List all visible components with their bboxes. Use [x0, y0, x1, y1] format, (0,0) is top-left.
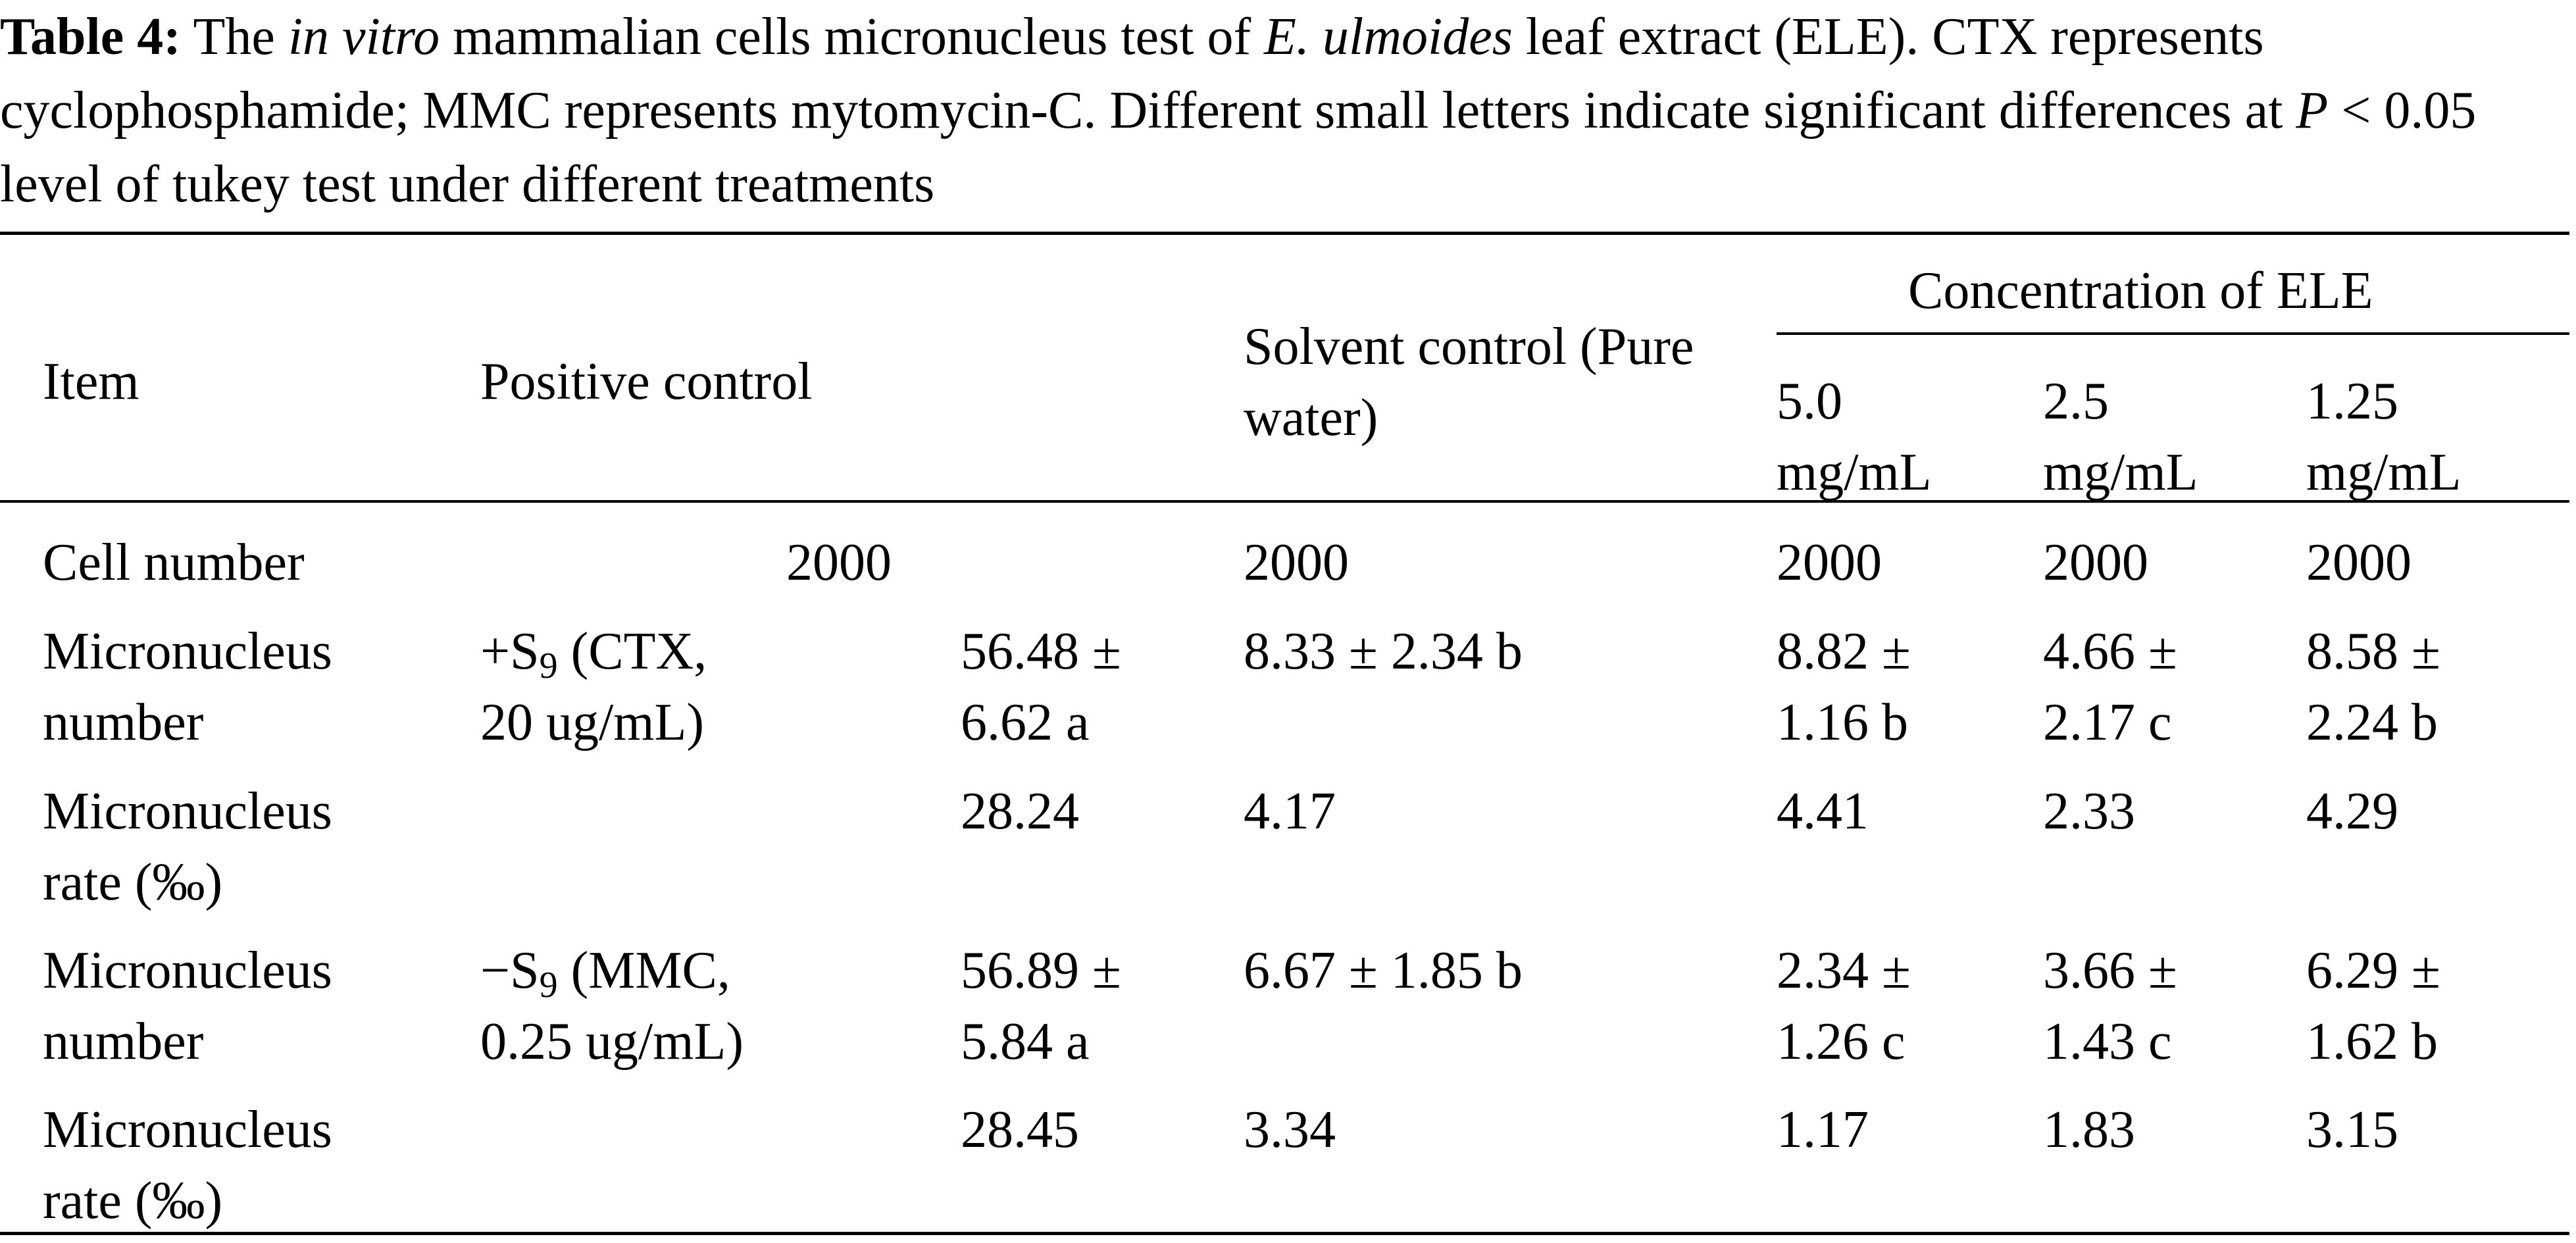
header-solvent-control-line2: water): [1244, 382, 1378, 454]
header-solvent-control-line1: Solvent control (Pure: [1244, 311, 1694, 383]
row-cell-number-c1: 2000: [1777, 526, 1882, 599]
caption-label: Table 4:: [0, 8, 181, 66]
header-concentration-group: Concentration of ELE: [1908, 255, 2373, 327]
row-mn-rate-s9plus-c1: 4.41: [1777, 775, 1869, 848]
treatment-s9plus-prefix: +S: [480, 622, 540, 680]
row-mn-rate-s9plus-positive: 28.24: [961, 775, 1079, 848]
header-conc-2-5-line1: 2.5: [2043, 365, 2109, 438]
row-mn-rate-s9plus-item-line1: Micronucleus: [43, 775, 332, 848]
caption-text-2: mammalian cells micronucleus test of: [440, 8, 1264, 66]
caption-text-1: The: [181, 8, 288, 66]
row-mn-rate-s9minus-item-line1: Micronucleus: [43, 1094, 332, 1166]
row-mn-number-s9minus-c2-line1: 3.66 ±: [2043, 934, 2177, 1007]
row-mn-number-s9plus-solvent: 8.33 ± 2.34 b: [1244, 615, 1523, 688]
header-conc-2-5-line2: mg/mL: [2043, 436, 2198, 509]
row-cell-number-c3: 2000: [2306, 526, 2412, 599]
header-conc-5-line1: 5.0: [1777, 365, 1842, 438]
row-mn-number-s9plus-item-line2: number: [43, 686, 203, 759]
row-mn-number-s9minus-item-line1: Micronucleus: [43, 934, 332, 1007]
row-mn-rate-s9minus-c1: 1.17: [1777, 1094, 1869, 1166]
row-cell-number-solvent: 2000: [1244, 526, 1349, 599]
row-mn-number-s9plus-c3-line2: 2.24 b: [2306, 686, 2438, 759]
row-mn-number-s9plus-c2-line1: 4.66 ±: [2043, 615, 2177, 688]
row-cell-number-positive: 2000: [786, 526, 892, 599]
row-mn-number-s9plus-treatment-line1: +S9 (CTX,: [480, 615, 707, 688]
row-cell-number-c2: 2000: [2043, 526, 2148, 599]
concentration-group-rule: [1777, 332, 2569, 335]
row-mn-number-s9minus-positive-line2: 5.84 a: [961, 1005, 1090, 1078]
caption-italic-2: E. ulmoides: [1264, 8, 1513, 66]
row-mn-number-s9minus-solvent: 6.67 ± 1.85 b: [1244, 934, 1523, 1007]
row-mn-number-s9plus-c2-line2: 2.17 c: [2043, 686, 2172, 759]
row-mn-number-s9minus-item-line2: number: [43, 1005, 203, 1078]
row-cell-number-item: Cell number: [43, 526, 305, 599]
caption-italic-3: P: [2296, 82, 2328, 140]
row-mn-rate-s9minus-solvent: 3.34: [1244, 1094, 1336, 1166]
treatment-s9minus-rest: (MMC,: [558, 942, 730, 1000]
row-mn-number-s9minus-treatment-line1: −S9 (MMC,: [480, 934, 730, 1007]
header-item: Item: [43, 345, 139, 418]
treatment-s9minus-sub: 9: [540, 965, 558, 1005]
row-mn-rate-s9plus-c3: 4.29: [2306, 775, 2398, 848]
row-mn-number-s9minus-c2-line2: 1.43 c: [2043, 1005, 2172, 1078]
row-mn-number-s9plus-positive-line1: 56.48 ±: [961, 615, 1121, 688]
row-mn-number-s9minus-c1-line1: 2.34 ±: [1777, 934, 1911, 1007]
row-mn-number-s9plus-item-line1: Micronucleus: [43, 615, 332, 688]
row-mn-number-s9minus-c3-line1: 6.29 ±: [2306, 934, 2440, 1007]
treatment-s9plus-rest: (CTX,: [558, 622, 707, 680]
table-top-rule: [0, 232, 2569, 235]
treatment-s9plus-sub: 9: [540, 646, 558, 686]
row-mn-rate-s9plus-c2: 2.33: [2043, 775, 2135, 848]
row-mn-rate-s9minus-c2: 1.83: [2043, 1094, 2135, 1166]
table-caption: Table 4: The in vitro mammalian cells mi…: [0, 0, 2566, 221]
row-mn-number-s9minus-positive-line1: 56.89 ±: [961, 934, 1121, 1007]
row-mn-number-s9plus-c1-line2: 1.16 b: [1777, 686, 1908, 759]
header-conc-1-25-line1: 1.25: [2306, 365, 2398, 438]
header-positive-control: Positive control: [480, 345, 812, 418]
row-mn-rate-s9minus-positive: 28.45: [961, 1094, 1079, 1166]
row-mn-rate-s9minus-item-line2: rate (‰): [43, 1165, 222, 1237]
header-conc-5-line2: mg/mL: [1777, 436, 1932, 509]
row-mn-number-s9plus-c3-line1: 8.58 ±: [2306, 615, 2440, 688]
row-mn-number-s9minus-c1-line2: 1.26 c: [1777, 1005, 1906, 1078]
table-bottom-rule: [0, 1232, 2569, 1235]
header-conc-1-25-line2: mg/mL: [2306, 436, 2462, 509]
row-mn-rate-s9plus-solvent: 4.17: [1244, 775, 1336, 848]
row-mn-number-s9plus-positive-line2: 6.62 a: [961, 686, 1090, 759]
row-mn-number-s9minus-treatment-line2: 0.25 ug/mL): [480, 1005, 744, 1078]
caption-italic-1: in vitro: [288, 8, 440, 66]
row-mn-number-s9plus-c1-line1: 8.82 ±: [1777, 615, 1911, 688]
row-mn-rate-s9minus-c3: 3.15: [2306, 1094, 2398, 1166]
row-mn-rate-s9plus-item-line2: rate (‰): [43, 846, 222, 919]
treatment-s9minus-prefix: −S: [480, 942, 540, 1000]
row-mn-number-s9plus-treatment-line2: 20 ug/mL): [480, 686, 704, 759]
row-mn-number-s9minus-c3-line2: 1.62 b: [2306, 1005, 2438, 1078]
